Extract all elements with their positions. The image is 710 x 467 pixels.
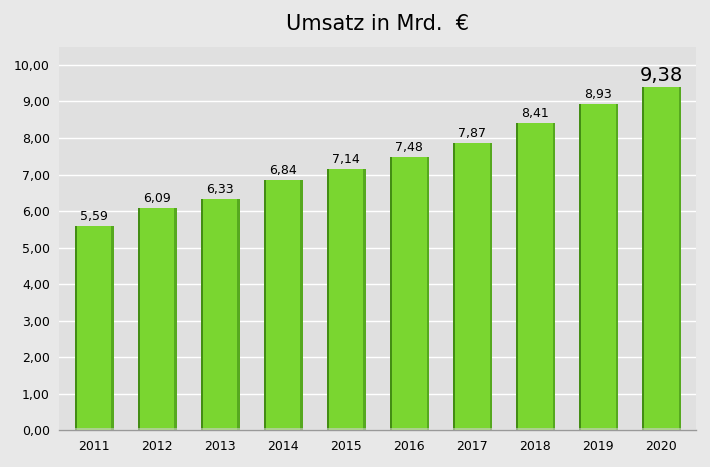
Text: 9,38: 9,38 [640, 65, 683, 85]
Text: 7,87: 7,87 [459, 127, 486, 140]
Bar [453, 143, 492, 431]
Bar [263, 180, 302, 431]
Text: 8,93: 8,93 [584, 88, 612, 101]
Bar [642, 87, 681, 431]
Bar [642, 428, 681, 431]
Bar [390, 428, 429, 431]
Bar [579, 428, 618, 431]
Text: 6,09: 6,09 [143, 192, 171, 205]
Bar [75, 226, 114, 431]
Bar [237, 199, 240, 431]
Text: 7,48: 7,48 [395, 141, 423, 154]
Bar [75, 428, 114, 431]
Bar [516, 123, 555, 431]
Text: 5,59: 5,59 [80, 210, 108, 223]
Bar [579, 104, 581, 431]
Bar [679, 87, 681, 431]
Bar [516, 123, 518, 431]
Bar [453, 428, 492, 431]
Bar [616, 104, 618, 431]
Text: 6,84: 6,84 [269, 164, 297, 177]
Bar [138, 208, 177, 431]
Bar [327, 170, 329, 431]
Bar [427, 157, 429, 431]
Bar [516, 428, 555, 431]
Bar [579, 104, 618, 431]
Text: 8,41: 8,41 [522, 107, 550, 120]
Title: Umsatz in Mrd.  €: Umsatz in Mrd. € [286, 14, 469, 34]
Bar [453, 143, 455, 431]
Bar [390, 157, 429, 431]
Bar [75, 226, 77, 431]
Bar [201, 199, 240, 431]
Bar [111, 226, 114, 431]
Bar [327, 170, 366, 431]
Text: 6,33: 6,33 [207, 183, 234, 196]
Bar [642, 87, 644, 431]
Bar [201, 199, 203, 431]
Bar [138, 208, 140, 431]
Bar [263, 428, 302, 431]
Bar [263, 180, 266, 431]
Bar [300, 180, 302, 431]
Bar [364, 170, 366, 431]
Bar [201, 428, 240, 431]
Bar [390, 157, 392, 431]
Bar [552, 123, 555, 431]
Text: 7,14: 7,14 [332, 154, 360, 166]
Bar [327, 428, 366, 431]
Bar [175, 208, 177, 431]
Bar [489, 143, 492, 431]
Bar [138, 428, 177, 431]
